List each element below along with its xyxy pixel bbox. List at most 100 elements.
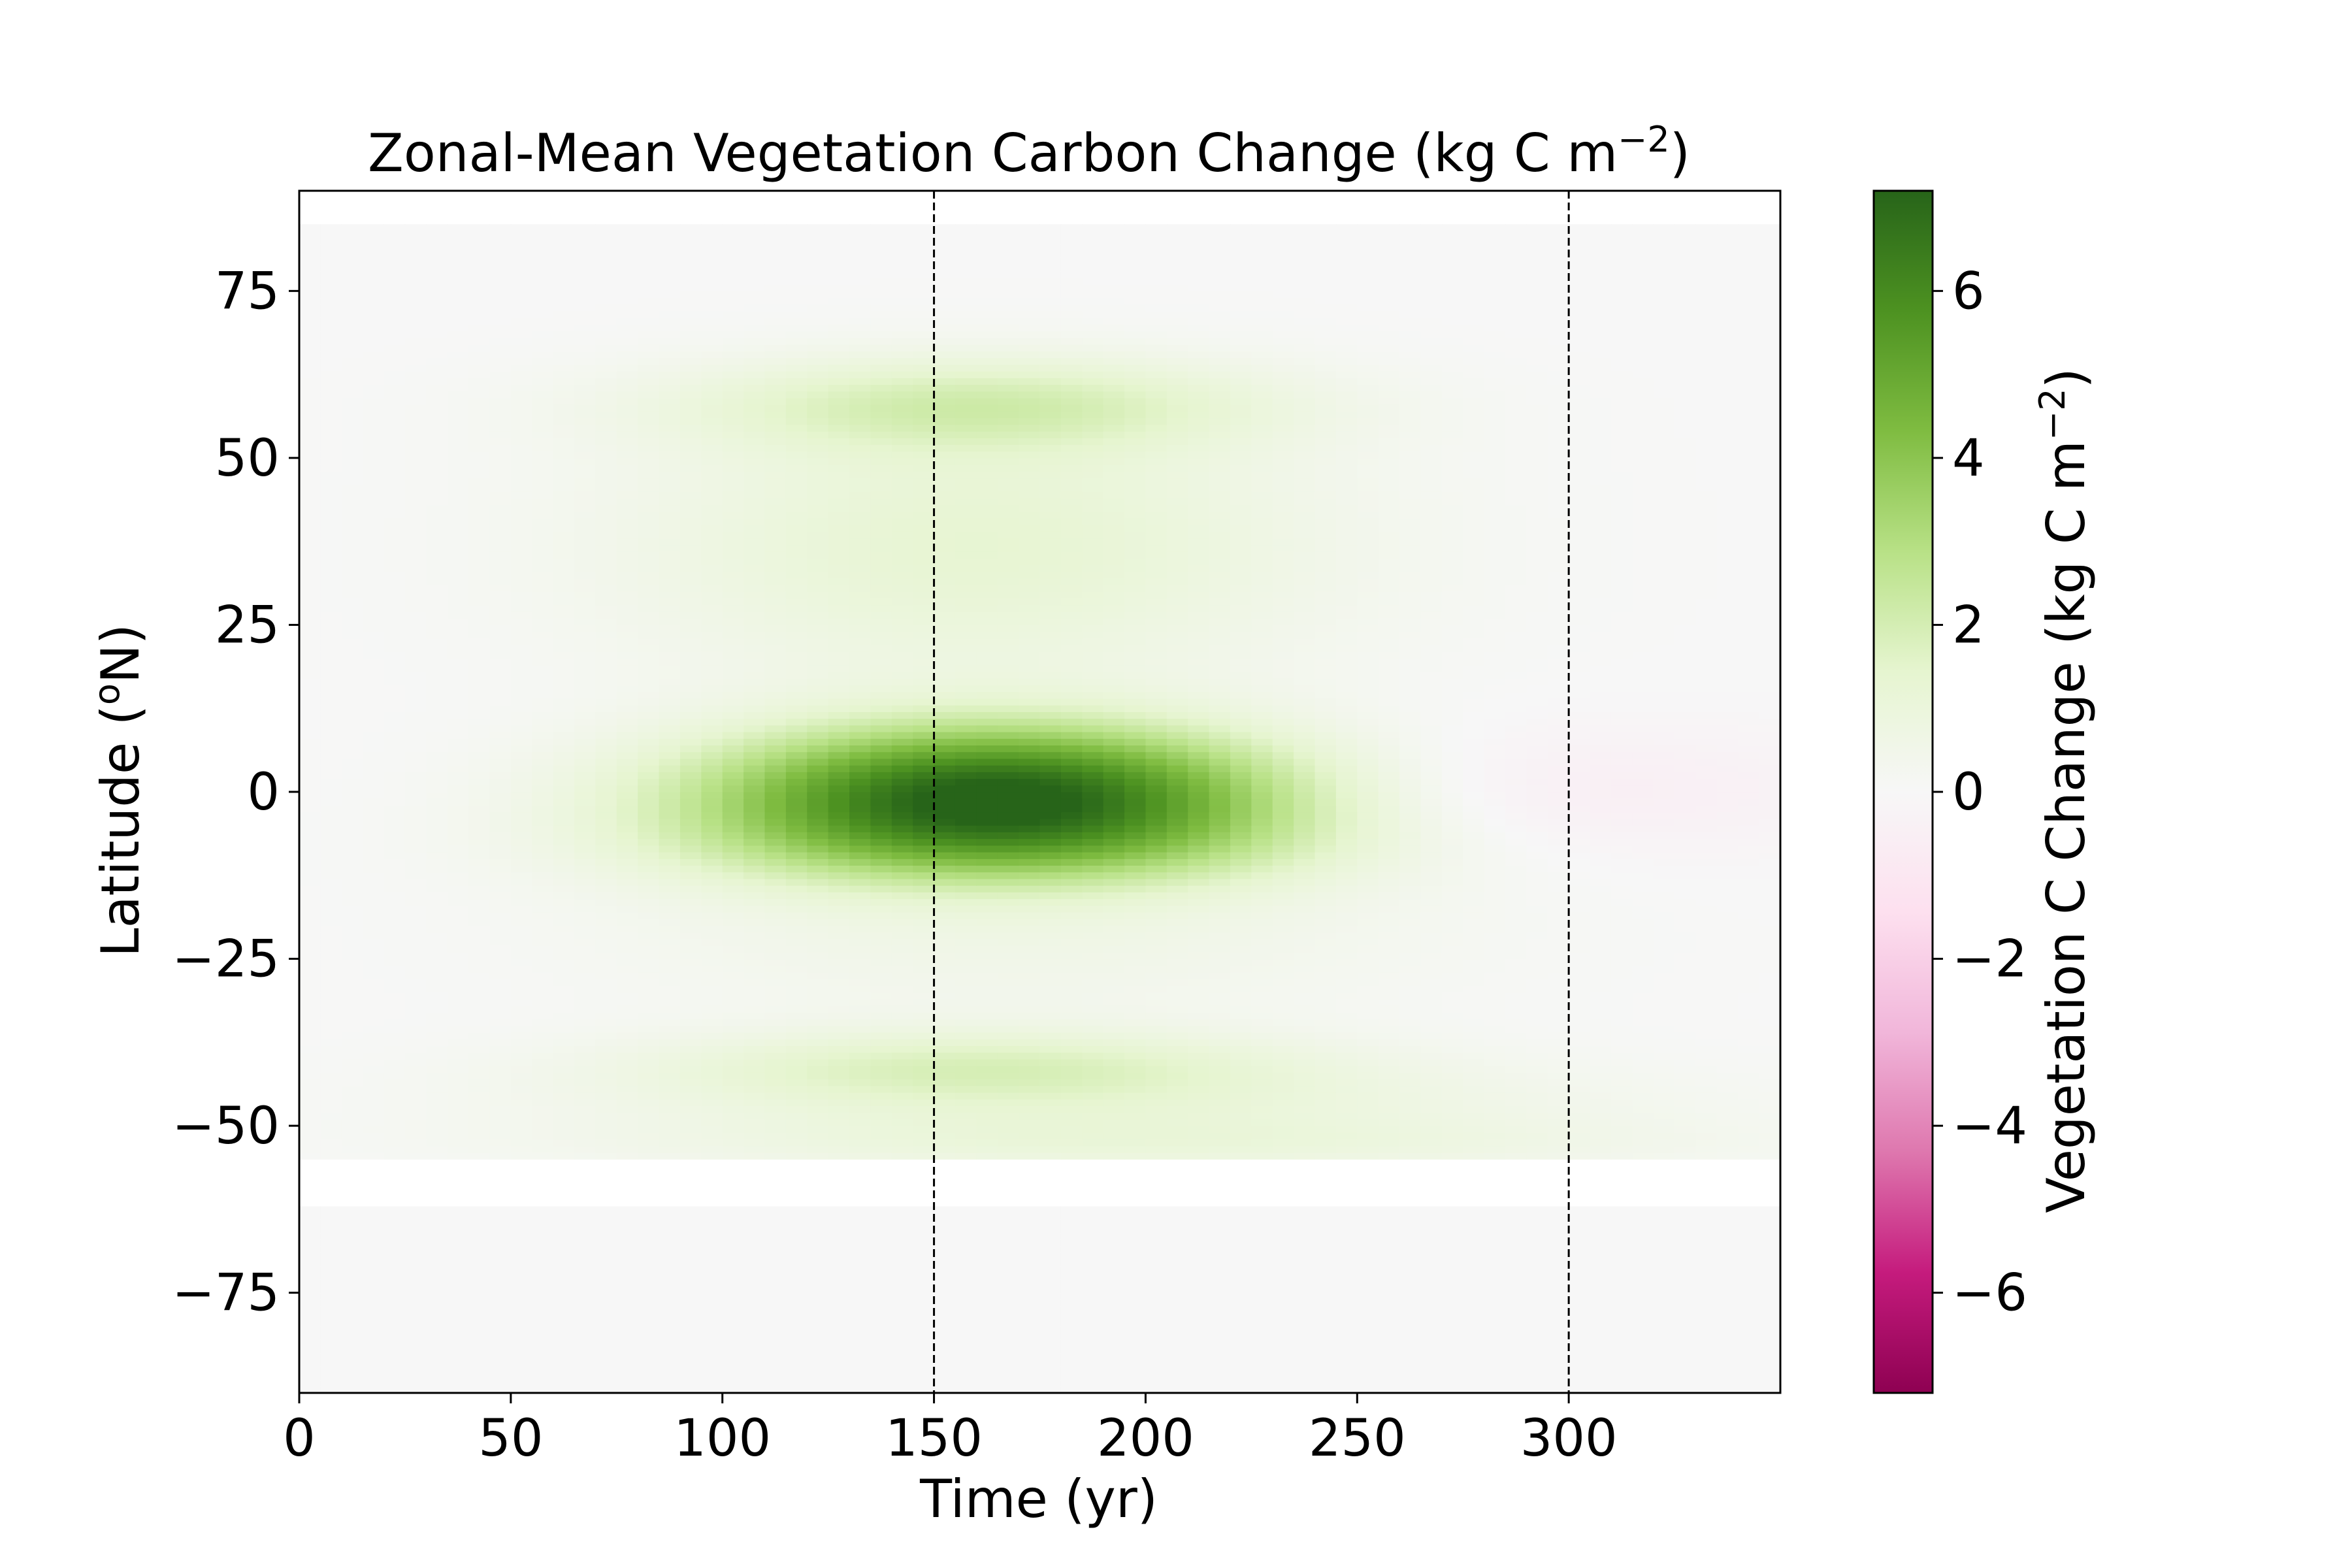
heatmap-cell [1335, 1313, 1358, 1320]
heatmap-cell [976, 958, 998, 966]
heatmap-cell [384, 1052, 406, 1060]
heatmap-cell [1124, 1085, 1147, 1093]
heatmap-cell [1463, 1032, 1485, 1039]
heatmap-cell [1082, 1226, 1104, 1233]
heatmap-cell [849, 979, 872, 987]
heatmap-cell [1294, 1085, 1316, 1093]
heatmap-cell [997, 1112, 1019, 1120]
heatmap-cell [447, 1172, 469, 1180]
heatmap-cell [1124, 1266, 1147, 1273]
heatmap-cell [1441, 1226, 1463, 1233]
heatmap-cell [1335, 1012, 1358, 1020]
heatmap-cell [616, 1205, 638, 1213]
heatmap-cell [1145, 1359, 1168, 1367]
heatmap-cell [638, 985, 660, 993]
heatmap-cell [828, 972, 850, 979]
heatmap-cell [1547, 1379, 1569, 1387]
heatmap-cell [1399, 945, 1422, 953]
heatmap-cell [1547, 1373, 1569, 1380]
heatmap-cell [1399, 925, 1422, 933]
heatmap-cell [1060, 1359, 1083, 1367]
heatmap-cell [870, 1019, 892, 1026]
heatmap-cell [1315, 1072, 1337, 1080]
heatmap-cell [1399, 1152, 1422, 1160]
heatmap-cell [1209, 1192, 1231, 1200]
heatmap-cell [1399, 1085, 1422, 1093]
heatmap-cell [510, 1152, 532, 1160]
heatmap-cell [1335, 1058, 1358, 1066]
heatmap-cell [1463, 1199, 1485, 1207]
heatmap-cell [1653, 1313, 1675, 1320]
heatmap-cell [1569, 1132, 1591, 1140]
heatmap-cell [976, 1352, 998, 1360]
heatmap-cell [1103, 1145, 1125, 1153]
heatmap-cell [1060, 1386, 1083, 1394]
heatmap-cell [1526, 985, 1548, 993]
heatmap-cell [722, 1232, 744, 1240]
heatmap-cell [404, 1025, 427, 1033]
heatmap-cell [807, 1139, 829, 1147]
heatmap-cell [1547, 1292, 1569, 1300]
heatmap-cell [1716, 1259, 1739, 1267]
heatmap-cell [341, 1379, 363, 1387]
heatmap-cell [489, 1339, 512, 1347]
heatmap-cell [341, 1333, 363, 1340]
heatmap-cell [320, 1186, 342, 1193]
heatmap-cell [1039, 1132, 1062, 1140]
heatmap-cell [638, 1186, 660, 1193]
heatmap-cell [363, 958, 385, 966]
heatmap-cell [363, 1252, 385, 1260]
heatmap-cell [891, 1179, 913, 1186]
heatmap-cell [743, 1259, 766, 1267]
heatmap-cell [1060, 1326, 1083, 1333]
heatmap-cell [1335, 1112, 1358, 1120]
heatmap-cell [1060, 1025, 1083, 1033]
heatmap-cell [997, 952, 1019, 960]
heatmap-cell [1251, 925, 1273, 933]
heatmap-cell [510, 1005, 532, 1013]
heatmap-cell [1632, 1386, 1654, 1394]
heatmap-cell [574, 1112, 596, 1120]
heatmap-cell [553, 1145, 575, 1153]
heatmap-cell [468, 1379, 491, 1387]
heatmap-cell [1441, 965, 1463, 973]
heatmap-cell [913, 958, 935, 966]
heatmap-cell [1272, 1306, 1294, 1313]
heatmap-cell [1082, 938, 1104, 946]
heatmap-cell [764, 1192, 787, 1200]
heatmap-cell [1124, 952, 1147, 960]
heatmap-cell [1463, 1132, 1485, 1140]
heatmap-cell [1610, 1273, 1633, 1280]
heatmap-cell [1188, 1259, 1210, 1267]
heatmap-cell [828, 992, 850, 1000]
heatmap-cell [299, 998, 321, 1006]
heatmap-cell [447, 1379, 469, 1387]
heatmap-cell [955, 1292, 977, 1300]
heatmap-cell [913, 952, 935, 960]
heatmap-cell [1209, 1079, 1231, 1086]
heatmap-cell [447, 1112, 469, 1120]
heatmap-cell [1060, 979, 1083, 987]
heatmap-cell [1251, 1352, 1273, 1360]
heatmap-cell [1335, 1166, 1358, 1173]
heatmap-cell [1674, 1079, 1697, 1086]
heatmap-cell [595, 1286, 617, 1294]
heatmap-cell [1441, 1019, 1463, 1026]
heatmap-cell [1484, 1292, 1506, 1300]
heatmap-cell [722, 1226, 744, 1233]
heatmap-cell [1251, 1219, 1273, 1227]
heatmap-cell [1759, 1052, 1781, 1060]
heatmap-cell [997, 1105, 1019, 1113]
heatmap-cell [1484, 1246, 1506, 1253]
heatmap-cell [1632, 1112, 1654, 1120]
heatmap-cell [1378, 992, 1400, 1000]
heatmap-cell [404, 1326, 427, 1333]
heatmap-cell [299, 1019, 321, 1026]
heatmap-cell [997, 1045, 1019, 1053]
heatmap-cell [870, 1072, 892, 1080]
heatmap-cell [891, 1326, 913, 1333]
heatmap-cell [722, 1199, 744, 1207]
heatmap-cell [595, 1205, 617, 1213]
heatmap-cell [1738, 1319, 1760, 1327]
heatmap-cell [1188, 1012, 1210, 1020]
